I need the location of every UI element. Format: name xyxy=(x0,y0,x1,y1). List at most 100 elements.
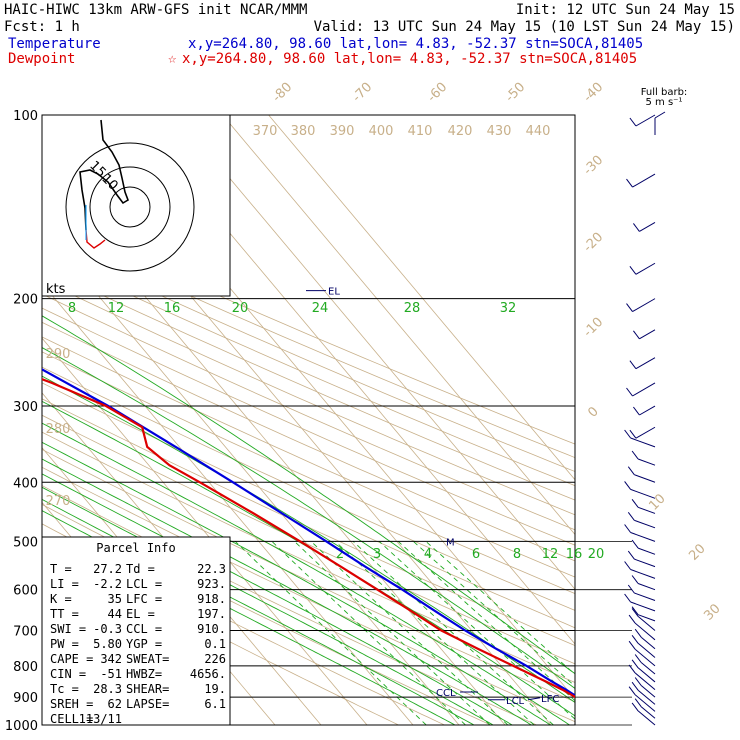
wind-barb xyxy=(634,648,656,667)
wind-barb-flag xyxy=(628,614,636,624)
parcel-value: 918. xyxy=(197,592,226,606)
parcel-label: TT = xyxy=(50,607,79,621)
wind-barb-flag xyxy=(634,628,642,638)
parcel-table-box xyxy=(41,536,231,726)
hodograph-trace xyxy=(79,119,129,231)
wind-barb-flag xyxy=(624,524,631,533)
wind-barb xyxy=(635,114,656,127)
init-time: Init: 12 UTC Sun 24 May 15 xyxy=(516,2,735,18)
wind-barb xyxy=(637,710,656,726)
pressure-tick-label: 100 xyxy=(13,109,38,124)
pressure-tick-label: 300 xyxy=(13,400,38,415)
moist-adiabat-label: 28 xyxy=(404,301,421,316)
wind-barb xyxy=(640,662,656,675)
wind-barb-flag xyxy=(628,686,636,696)
wind-barb xyxy=(630,532,656,542)
wind-barb-flag xyxy=(624,561,631,570)
hodograph-ring xyxy=(89,166,171,248)
dry-adiabat-line xyxy=(42,279,575,516)
wind-barb-flag xyxy=(626,178,633,188)
wind-barb xyxy=(635,426,656,439)
parcel-label: K = xyxy=(50,592,72,606)
mixing-ratio-line xyxy=(310,541,509,725)
wind-barb xyxy=(634,474,656,483)
wind-barb-flag xyxy=(633,223,640,232)
wind-barb-flag xyxy=(629,265,637,275)
parcel-label: EL = xyxy=(126,607,155,621)
wind-barb-flag xyxy=(631,681,639,691)
theta-label: 370 xyxy=(253,124,278,139)
theta-label: 410 xyxy=(408,124,433,139)
wind-barb xyxy=(634,622,656,641)
dewpoint-profile xyxy=(42,378,575,699)
hodograph-trace-low xyxy=(85,229,106,249)
theta-label: 440 xyxy=(526,124,551,139)
dry-adiabat-line xyxy=(42,336,575,578)
wind-barb-flag xyxy=(631,450,639,460)
moist-adiabat-label: 16 xyxy=(164,301,181,316)
wind-barb-flag xyxy=(624,481,631,490)
parcel-label: Td = xyxy=(126,562,155,576)
parcel-label: SWEAT= xyxy=(126,652,169,666)
m-label: M xyxy=(446,537,455,548)
parcel-value: 28.3 xyxy=(93,682,122,696)
parcel-label: Tc = xyxy=(50,682,79,696)
wind-barb xyxy=(630,437,656,448)
wind-barb-flag xyxy=(631,539,639,549)
wind-barb-flag xyxy=(627,550,635,560)
mixing-ratio-line xyxy=(334,541,535,725)
theta-label: 390 xyxy=(330,124,355,139)
wind-barb-flag xyxy=(629,360,637,370)
pressure-tick-label: 1000 xyxy=(5,719,38,734)
mixing-ratio-line xyxy=(294,541,491,725)
wind-barb-flag xyxy=(631,498,639,508)
isotherm-line xyxy=(176,115,575,590)
parcel-value: 35 xyxy=(108,592,122,606)
pressure-tick-label: 200 xyxy=(13,293,38,308)
parcel-value: 19. xyxy=(204,682,226,696)
wind-barb-key xyxy=(654,111,666,119)
wind-barb xyxy=(630,569,656,579)
wind-barb xyxy=(632,382,656,397)
dry-adiabat-line xyxy=(42,414,575,665)
dry-adiabat-line xyxy=(42,307,575,546)
wind-barb xyxy=(637,547,656,555)
el-label: EL xyxy=(328,287,340,298)
isotherm-label: 0 xyxy=(585,404,601,420)
parcel-value: 226 xyxy=(204,652,226,666)
dewpoint-marker-icon: ☆ xyxy=(168,51,177,67)
wind-barb-flag xyxy=(628,664,636,674)
parcel-value: 910. xyxy=(197,622,226,636)
level-markers: EL M CCL LCL LFC xyxy=(306,287,559,707)
wind-barb-flag xyxy=(631,634,639,644)
moist-adiabat-label: 8 xyxy=(68,301,76,316)
temperature-legend-label: Temperature xyxy=(8,36,101,52)
parcel-label: SREH = xyxy=(50,697,93,711)
parcel-label: LFC = xyxy=(126,592,162,606)
wind-barb-flag xyxy=(624,429,631,439)
wind-barb-flag xyxy=(629,429,637,439)
wind-barb xyxy=(637,616,656,631)
wind-barb-flag xyxy=(624,593,631,603)
parcel-value: 113/11 xyxy=(79,712,122,726)
moist-adiabat-label: 12 xyxy=(108,301,125,316)
isotherm-line xyxy=(42,227,460,725)
parcel-value: -51 xyxy=(100,667,122,681)
wind-barb xyxy=(637,506,656,514)
parcel-value: 22.3 xyxy=(197,562,226,576)
moist-adiabat-label: 20 xyxy=(232,301,249,316)
isotherm-label: -10 xyxy=(581,315,607,341)
forecast-hour: Fcst: 1 h xyxy=(4,19,80,35)
dry-adiabat-line xyxy=(42,449,575,703)
theta-label: 430 xyxy=(487,124,512,139)
isotherm-line xyxy=(222,115,575,536)
parcel-value: 197. xyxy=(197,607,226,621)
hodograph-units-label: kts xyxy=(46,282,66,297)
dry-adiabat-line xyxy=(42,466,575,723)
wind-barb xyxy=(637,614,656,622)
wind-barb xyxy=(637,583,656,591)
dry-adiabat-line xyxy=(42,293,575,531)
dry-adiabat-line xyxy=(42,398,575,646)
parcel-table-title: Parcel Info xyxy=(96,541,175,555)
